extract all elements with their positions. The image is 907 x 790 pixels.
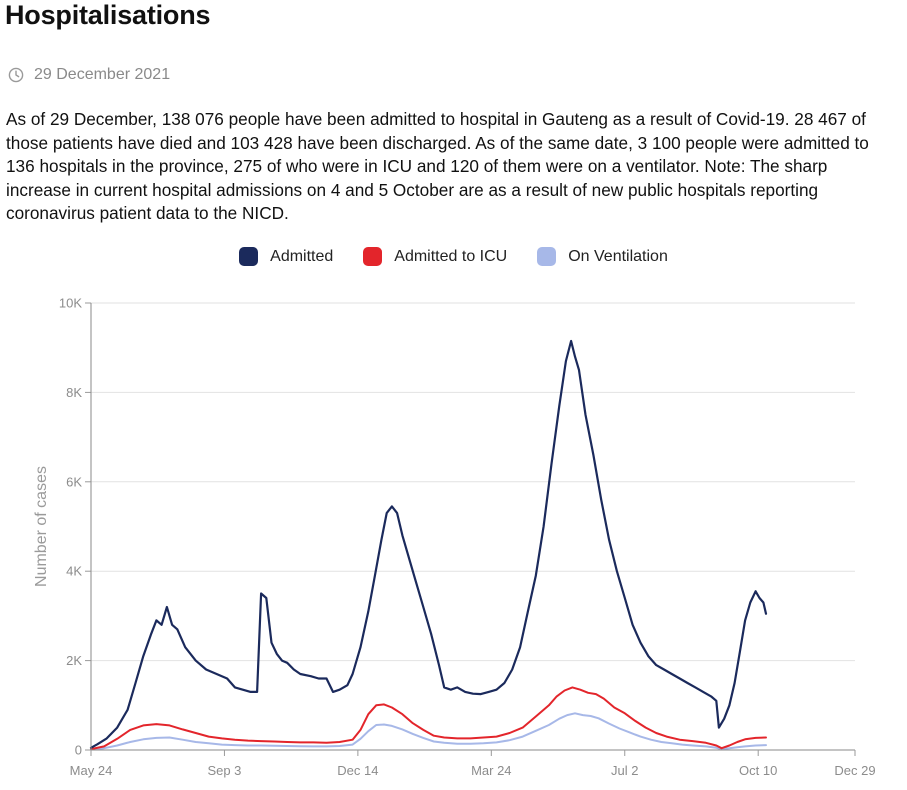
y-tick-label: 10K (59, 296, 82, 311)
legend-label-icu: Admitted to ICU (394, 247, 508, 265)
y-tick-label: 0 (75, 743, 82, 758)
x-tick-label: Mar 24 (471, 763, 511, 778)
date-row: 29 December 2021 (8, 66, 170, 84)
date-label: 29 December 2021 (34, 66, 171, 83)
legend-item-ventilation[interactable]: On Ventilation (537, 247, 668, 266)
x-end-label: Dec 29 (834, 763, 875, 778)
y-tick-label: 4K (66, 564, 82, 579)
y-tick-label: 8K (66, 385, 82, 400)
legend-label-admitted: Admitted (270, 247, 334, 265)
x-tick-label: Jul 2 (611, 763, 638, 778)
legend-item-admitted[interactable]: Admitted (239, 247, 333, 266)
legend-swatch-ventilation (537, 247, 557, 266)
series-line-admitted-to-icu[interactable] (90, 686, 767, 751)
chart-series (89, 339, 768, 751)
legend-swatch-icu (363, 247, 383, 266)
x-tick-label: May 24 (70, 763, 113, 778)
clock-icon (8, 67, 24, 83)
x-tick-label: Oct 10 (739, 763, 777, 778)
legend-item-icu[interactable]: Admitted to ICU (363, 247, 507, 266)
description: As of 29 December, 138 076 people have b… (6, 109, 869, 223)
legend-label-ventilation: On Ventilation (568, 247, 668, 265)
y-axis-title: Number of cases (33, 466, 50, 587)
y-tick-label: 2K (66, 653, 82, 668)
chart-legend: Admitted Admitted to ICU On Ventilation (0, 247, 907, 266)
page-title: Hospitalisations (5, 0, 211, 30)
x-tick-label: Dec 14 (337, 763, 378, 778)
x-tick-label: Sep 3 (207, 763, 241, 778)
legend-swatch-admitted (239, 247, 259, 266)
series-line-on-ventilation[interactable] (90, 712, 767, 751)
series-line-admitted[interactable] (89, 339, 768, 749)
chart-axes: 0 2K 4K 6K 8K 10K May 24 Sep 3 Dec 14 Mar 24 Jul 2… (33, 296, 876, 779)
y-tick-label: 6K (66, 474, 82, 489)
chart-grid (91, 302, 855, 751)
